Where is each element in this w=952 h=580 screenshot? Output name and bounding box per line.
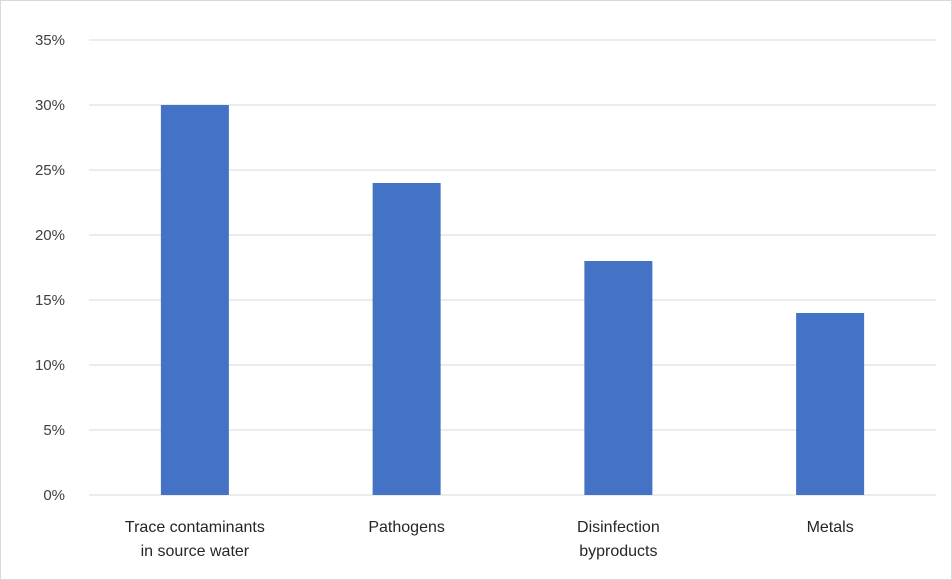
bar-3 [796, 313, 865, 495]
y-tick-label: 25% [35, 162, 65, 179]
y-tick-label: 0% [43, 487, 65, 504]
y-tick-label: 35% [35, 32, 65, 49]
y-tick-label: 30% [35, 97, 65, 114]
y-tick-label: 20% [35, 227, 65, 244]
x-category-label: Trace contaminants in source water [125, 519, 265, 560]
y-tick-label: 5% [43, 422, 65, 439]
y-tick-label: 15% [35, 292, 65, 309]
x-category-label: Disinfection byproducts [577, 519, 660, 560]
bar-1 [372, 183, 441, 495]
x-category-label: Pathogens [368, 519, 445, 536]
x-axis-category-labels: Trace contaminants in source water Pathoge… [125, 519, 854, 560]
x-category-label: Metals [807, 519, 854, 536]
y-axis-tick-labels: 0% 5% 10% 15% 20% 25% 30% 35% [35, 32, 65, 504]
bars [160, 105, 865, 495]
bar-0 [160, 105, 229, 495]
y-tick-label: 10% [35, 357, 65, 374]
bar-2 [584, 261, 653, 495]
gridlines [89, 39, 936, 496]
